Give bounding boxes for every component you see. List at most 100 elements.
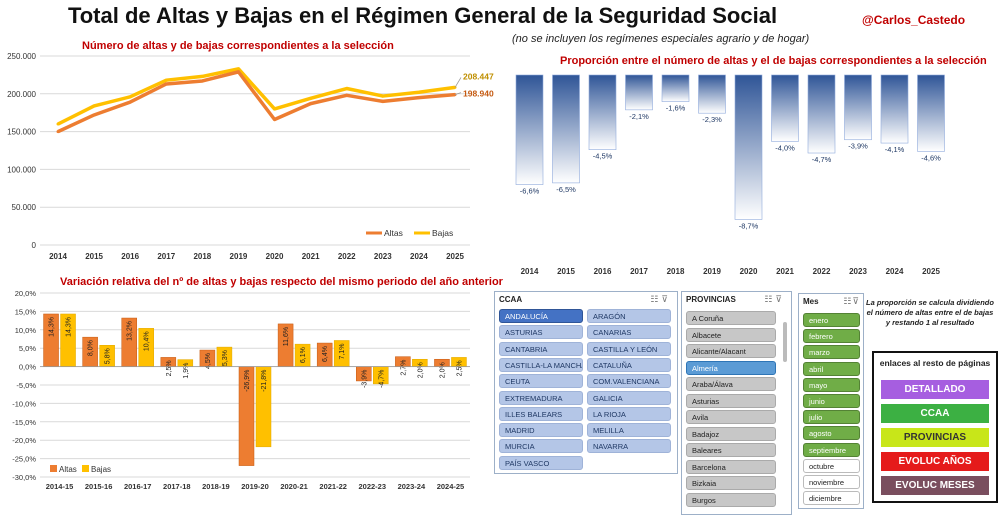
provincia-option[interactable]: Araba/Álava [686,377,776,391]
ccaa-option[interactable]: CANARIAS [587,325,671,340]
ccaa-option[interactable]: PAÍS VASCO [499,455,583,470]
x-tick-label: 2016 [594,267,612,276]
multi-select-icon[interactable]: ☷ [650,294,662,304]
multi-select-icon[interactable]: ☷ [843,296,853,306]
clear-filter-icon[interactable]: ⊽ [775,294,785,304]
ccaa-option[interactable]: LA RIOJA [587,406,671,421]
ccaa-option[interactable]: ANDALUCÍA [499,309,583,323]
link-evoluc-años-button[interactable]: EVOLUC AÑOS [881,452,989,471]
ccaa-option[interactable]: CANTABRIA [499,341,583,356]
bar [698,74,726,114]
data-label: -4,5% [593,152,613,161]
legend-label-altas: Altas [59,465,77,474]
link-detallado-button[interactable]: DETALLADO [881,380,989,399]
provincia-option[interactable]: Bizkaia [686,476,776,490]
mes-option[interactable]: febrero [803,329,860,344]
ccaa-option[interactable]: GALICIA [587,390,671,405]
leader-line [454,77,462,88]
provincia-option[interactable]: Asturias [686,393,776,408]
ccaa-option[interactable]: ILLES BALEARS [499,406,583,421]
mes-option[interactable]: agosto [803,426,860,441]
legend-swatch-bajas [82,465,89,472]
provincias-slicer: PROVINCIAS ☷⊽ A Coruña Albacete Alicante/A… [681,291,792,515]
ccaa-option[interactable]: CATALUÑA [587,357,671,372]
data-point [164,82,168,86]
ccaa-option[interactable]: MADRID [499,423,583,438]
ccaa-option[interactable]: MURCIA [499,439,583,454]
y-tick-label: 20,0% [15,289,37,298]
links-title: enlaces al resto de páginas [879,358,991,368]
y-tick-label: -10,0% [12,399,36,408]
ccaa-option[interactable]: CASTILLA Y LEÓN [587,341,671,356]
x-tick-label: 2024 [886,267,904,276]
data-label: 5,3% [222,350,229,366]
y-tick-label: 50.000 [12,203,37,212]
end-label-altas: 198.940 [463,89,494,99]
bar [807,74,836,154]
data-label: 13,2% [127,321,134,341]
mes-option[interactable]: marzo [803,345,860,360]
mes-slicer: Mes ☷⊽ enero febrero marzo abril mayo junio ju… [798,293,864,509]
x-tick-label: 2025 [446,252,464,261]
bar [917,74,945,152]
clear-filter-icon[interactable]: ⊽ [852,296,860,306]
ccaa-option[interactable]: CEUTA [499,374,583,389]
x-tick-label: 2016-17 [124,482,152,491]
data-label: 11,6% [283,327,290,346]
mes-option[interactable]: noviembre [803,475,860,489]
ccaa-option[interactable]: CASTILLA-LA MANCHA [499,357,583,372]
provincia-option[interactable]: Alicante/Alacant [686,344,776,358]
provincia-option[interactable]: Badajoz [686,426,776,441]
x-tick-label: 2014-15 [46,482,74,491]
data-label: -4,6% [921,153,941,162]
data-point [345,93,349,97]
ccaa-option[interactable]: COM.VALENCIANA [587,374,671,389]
mes-slicer-title: Mes [803,297,819,306]
scrollbar[interactable] [783,322,787,362]
mes-option[interactable]: diciembre [803,491,860,506]
provincia-option[interactable]: Burgos [686,492,776,507]
provincia-option[interactable]: Avila [686,410,776,424]
multi-select-icon[interactable]: ☷ [764,294,776,304]
provincia-option[interactable]: A Coruña [686,311,776,325]
x-tick-label: 2020 [740,267,758,276]
ccaa-option[interactable]: NAVARRA [587,439,671,454]
ccaa-option[interactable]: ASTURIAS [499,325,583,340]
link-ccaa-button[interactable]: CCAA [881,404,989,423]
mes-option[interactable]: septiembre [803,442,860,457]
mes-option[interactable]: octubre [803,458,860,473]
data-label: 1,9% [183,363,190,379]
mes-option[interactable]: enero [803,313,860,327]
ccaa-option[interactable]: MELILLA [587,423,671,438]
variation-chart: -30,0% -25,0% -20,0% -15,0% -10,0% -5,0% 0,0% 5… [12,289,470,491]
provincia-option[interactable]: Almería [686,360,776,375]
mes-option[interactable]: abril [803,361,860,376]
mes-option[interactable]: junio [803,394,860,408]
x-tick-label: 2019 [230,252,248,261]
clear-filter-icon[interactable]: ⊽ [661,294,671,304]
ccaa-slicer: CCAA ☷⊽ ANDALUCÍA ARAGÓN ASTURIAS CANARIAS C… [494,291,678,474]
data-label: -6,6% [520,187,540,196]
provincia-option[interactable]: Baleares [686,443,776,457]
y-tick-label: 150.000 [7,128,36,137]
data-label: 5,8% [105,348,112,364]
mes-option[interactable]: mayo [803,377,860,392]
data-point [309,102,313,106]
data-label: -1,6% [666,104,686,113]
data-point [128,100,132,104]
legend-label-bajas: Bajas [432,228,453,238]
mes-option[interactable]: julio [803,410,860,425]
ccaa-option[interactable]: ARAGÓN [587,309,671,323]
ccaa-option[interactable]: EXTREMADURA [499,390,583,405]
x-tick-label: 2018 [193,252,211,261]
x-tick-label: 2015 [557,267,575,276]
link-provincias-button[interactable]: PROVINCIAS [881,428,989,447]
provincia-option[interactable]: Barcelona [686,459,776,474]
link-evoluc-meses-button[interactable]: EVOLUC MESES [881,476,989,495]
x-tick-label: 2019 [703,267,721,276]
line-chart-title: Número de altas y de bajas correspondien… [82,40,394,52]
bar [661,74,690,102]
y-tick-label: -30,0% [12,473,36,482]
data-label: -3,9% [848,142,868,151]
provincia-option[interactable]: Albacete [686,327,776,342]
